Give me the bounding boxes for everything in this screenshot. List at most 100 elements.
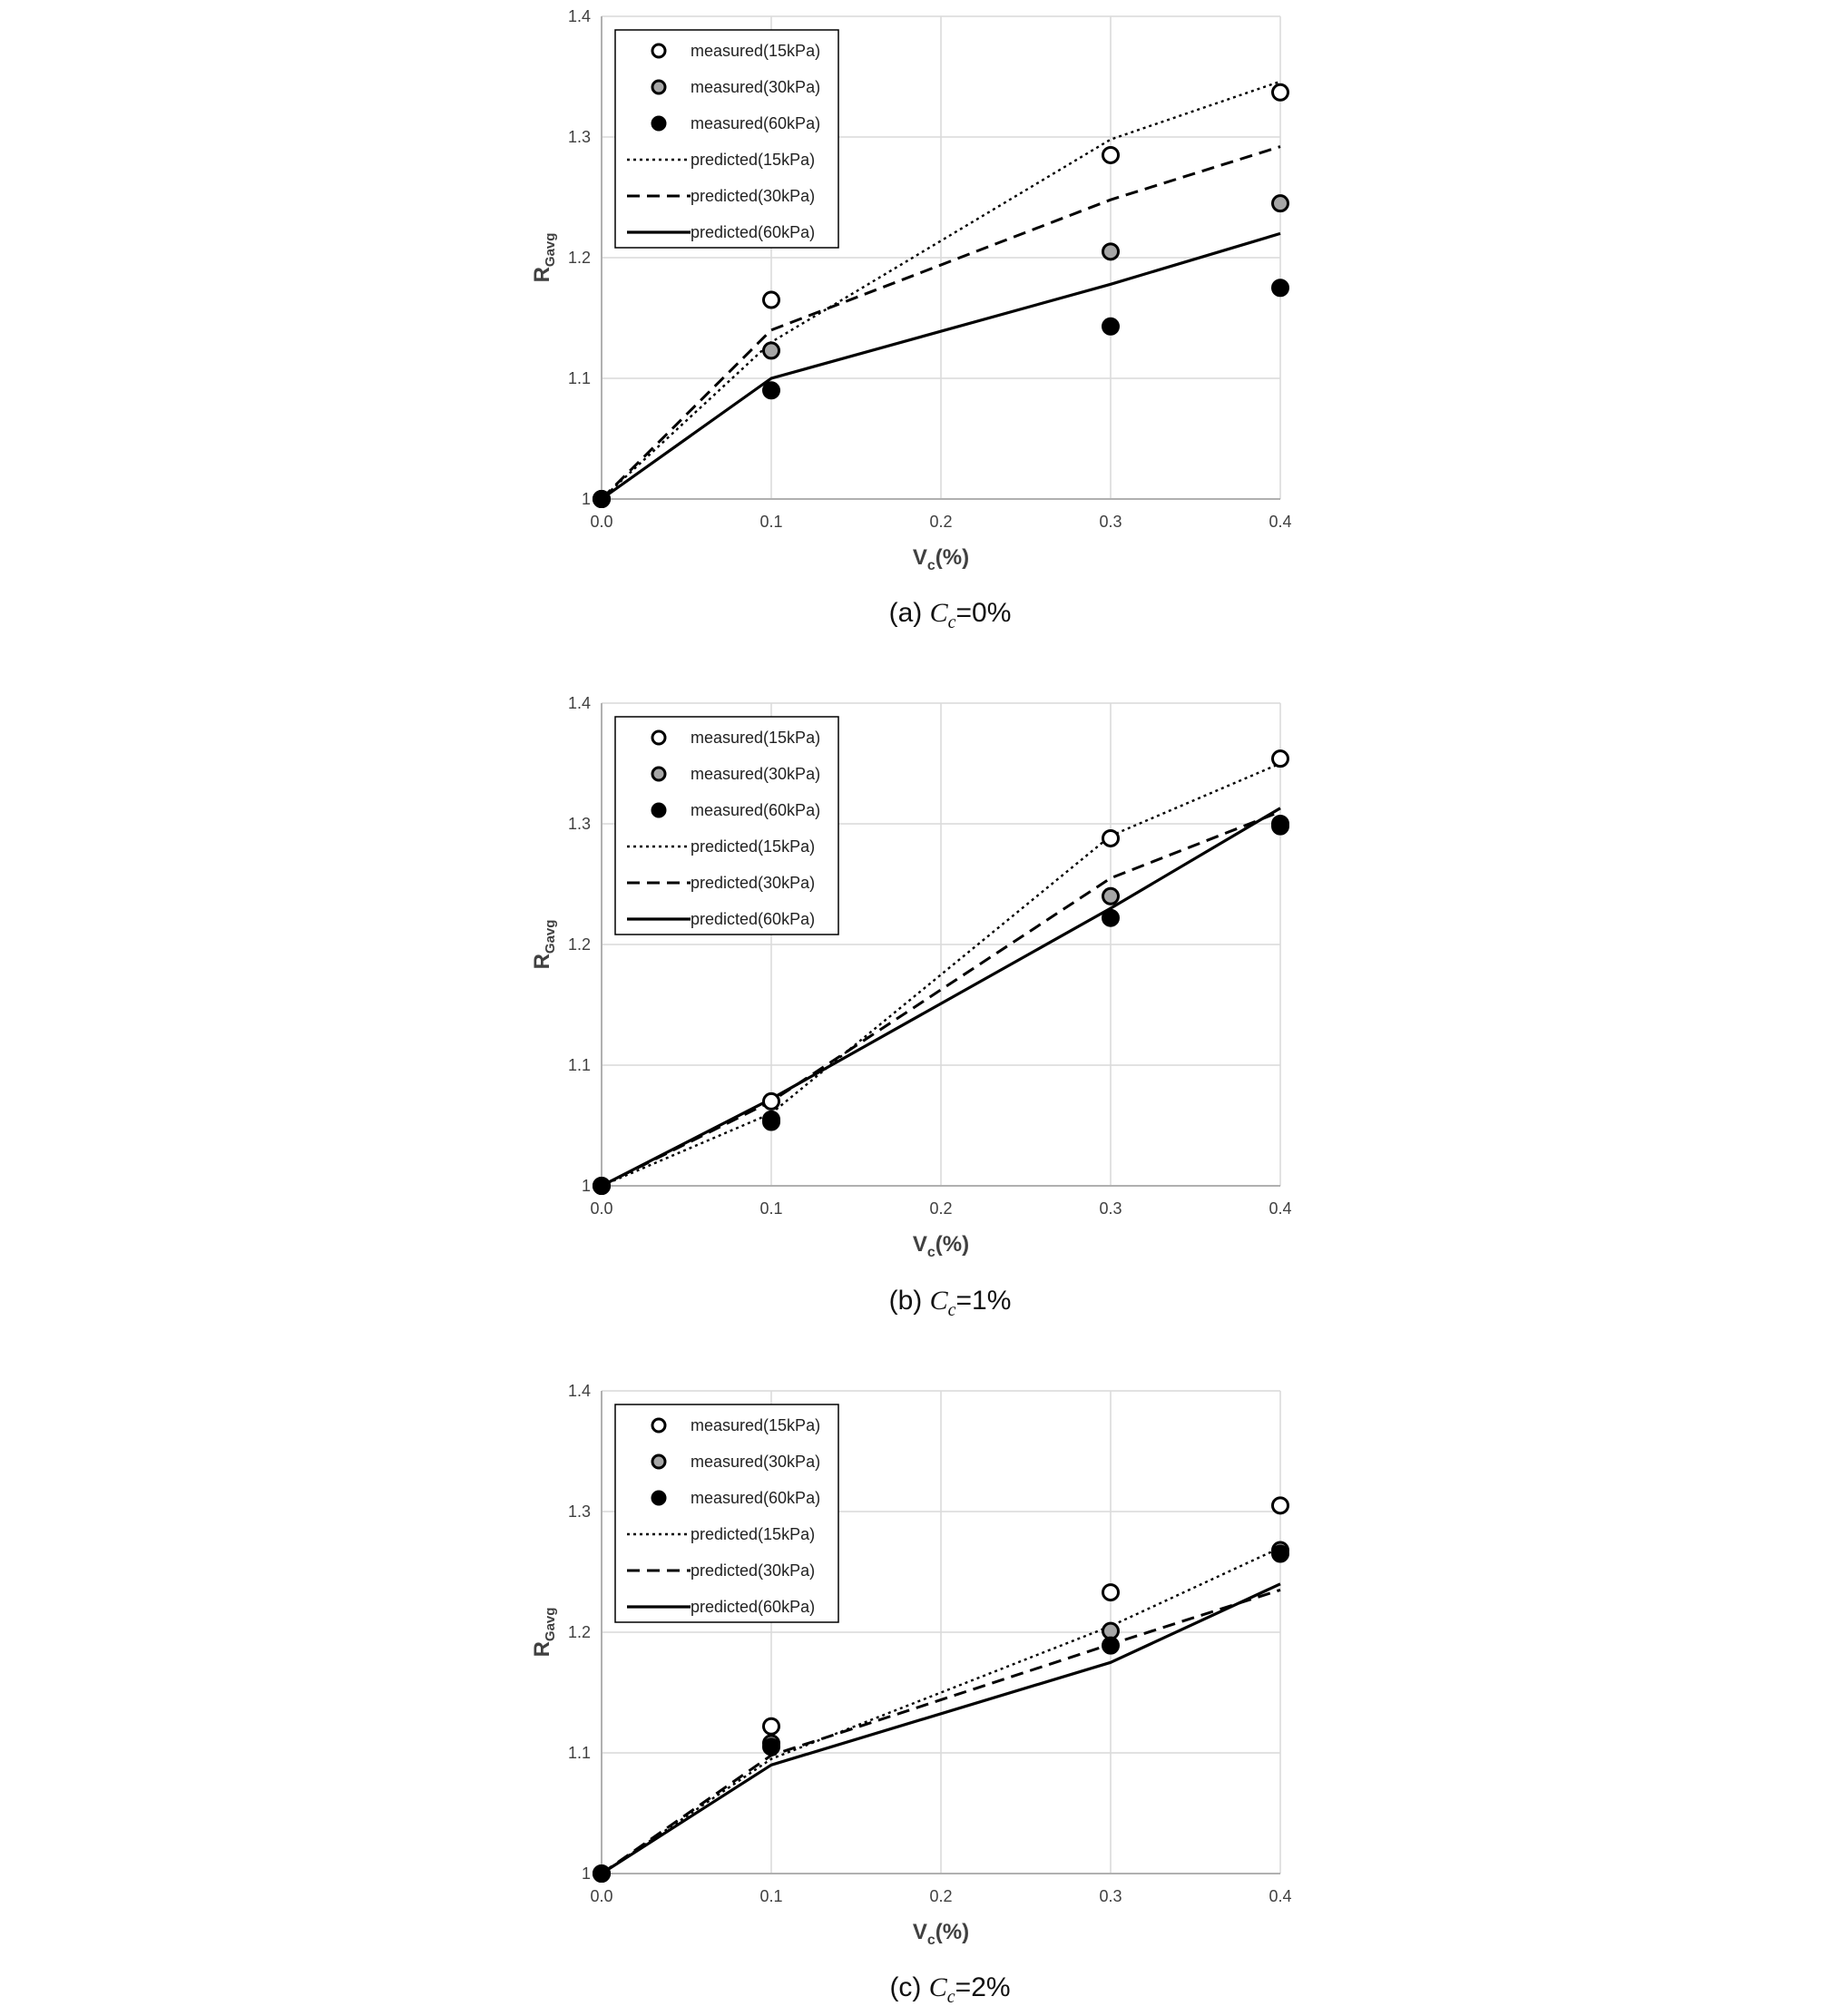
data-point-black — [762, 1737, 780, 1757]
y-axis-label: RGavg — [530, 233, 558, 283]
data-point-open — [1102, 145, 1120, 164]
y-tick-label: 1.1 — [568, 1744, 591, 1762]
y-tick-label: 1 — [582, 1864, 591, 1883]
panel-caption: (a) Cc=0% — [889, 598, 1012, 632]
caption-prefix: (c) — [889, 1972, 928, 2002]
x-tick-label: 0.1 — [759, 513, 782, 531]
x-axis-label-main: V — [913, 545, 927, 570]
panel-caption: (b) Cc=1% — [889, 1286, 1012, 1320]
x-tick-label: 0.0 — [590, 513, 612, 531]
data-point-gray — [1102, 1621, 1120, 1640]
caption-sub: c — [948, 1300, 956, 1320]
x-tick-label: 0.4 — [1269, 1199, 1291, 1218]
legend-label: predicted(15kPa) — [691, 1525, 815, 1543]
y-axis-label-main: R — [530, 1641, 554, 1657]
x-tick-label: 0.3 — [1099, 1199, 1122, 1218]
legend-label: measured(60kPa) — [691, 1489, 820, 1507]
data-point-open — [1102, 1583, 1120, 1602]
series-line-dashed — [601, 810, 1281, 1188]
chart-panel-b: 11.11.21.31.40.0 0.1 0.2 0.3 0.4Vc(%)RGavgme… — [530, 694, 1292, 1320]
y-tick-label: 1.4 — [568, 1382, 591, 1400]
y-tick-label: 1.2 — [568, 935, 591, 954]
x-axis-label-main: V — [913, 1232, 927, 1257]
chart-panel-c: 1 1.1 1.2 1.3 1.4 0.0 0.1 0.2 0.3 0.4 Vc(%) RGavg me… — [530, 1382, 1292, 2007]
data-point-black — [593, 1864, 611, 1883]
caption-sub: c — [947, 1987, 955, 2007]
data-point-gray — [762, 341, 780, 360]
data-point-gray — [1102, 242, 1120, 261]
x-tick-label: 0.1 — [759, 1887, 782, 1905]
data-point-open — [762, 1091, 780, 1111]
data-point-open — [762, 290, 780, 309]
legend-label: predicted(15kPa) — [691, 151, 815, 169]
data-point-black — [1102, 1636, 1120, 1655]
data-point-open — [1102, 828, 1120, 847]
caption-var: C — [930, 598, 949, 628]
legend-marker-gray — [651, 1453, 667, 1470]
y-tick-label: 1 — [582, 1177, 591, 1195]
legend-label: predicted(60kPa) — [691, 1598, 815, 1616]
caption-prefix: (a) — [889, 598, 930, 628]
legend-marker-black — [651, 115, 667, 132]
series-line-dashed — [601, 1588, 1281, 1875]
caption-var: C — [929, 1972, 948, 2002]
y-tick-label: 1.2 — [568, 1623, 591, 1641]
y-axis-label: RGavg — [530, 1608, 558, 1658]
x-tick-label: 0.2 — [929, 513, 952, 531]
x-tick-label: 0.4 — [1269, 513, 1291, 531]
caption-suffix: =1% — [956, 1286, 1012, 1316]
data-point-open — [762, 1717, 780, 1736]
y-tick-label: 1.3 — [568, 1502, 591, 1521]
legend-label: predicted(30kPa) — [691, 874, 815, 892]
series-line-solid — [601, 1582, 1281, 1875]
caption-sub: c — [948, 612, 956, 632]
y-tick-label: 1.1 — [568, 369, 591, 387]
data-point-black — [1102, 317, 1120, 336]
y-tick-label: 1.2 — [568, 249, 591, 267]
x-tick-label: 0.2 — [929, 1887, 952, 1905]
x-tick-label: 0.4 — [1269, 1887, 1291, 1905]
x-axis-label-sub: c — [927, 558, 935, 573]
y-axis-label-main: R — [530, 267, 554, 282]
legend-label: measured(15kPa) — [691, 729, 820, 747]
x-tick-label: 0.3 — [1099, 1887, 1122, 1905]
x-tick-label: 0.1 — [759, 1199, 782, 1218]
x-axis-label: Vc(%) — [913, 1920, 969, 1948]
data-point-gray — [1271, 194, 1289, 213]
legend-label: predicted(30kPa) — [691, 1561, 815, 1580]
panel-caption: (c) Cc=2% — [889, 1972, 1010, 2007]
caption-prefix: (b) — [889, 1286, 930, 1316]
x-axis-label-main: V — [913, 1920, 927, 1944]
y-axis-label-main: R — [530, 954, 554, 969]
legend-label: predicted(60kPa) — [691, 910, 815, 928]
series-line-dotted — [601, 80, 1281, 500]
legend-box — [614, 716, 839, 935]
data-point-open — [1271, 749, 1289, 768]
data-point-open — [1271, 83, 1289, 102]
data-point-gray — [1102, 886, 1120, 905]
legend-label: predicted(15kPa) — [691, 837, 815, 856]
x-tick-label: 0.2 — [929, 1199, 952, 1218]
legend-marker-black — [651, 802, 667, 818]
x-axis-label-sub: c — [927, 1933, 935, 1948]
y-tick-label: 1 — [582, 490, 591, 508]
legend-label: measured(30kPa) — [691, 765, 820, 783]
legend-marker-open — [651, 1417, 667, 1434]
y-axis-label-sub: Gavg — [543, 920, 558, 954]
series-line-dashed — [600, 145, 1281, 501]
x-tick-label: 0.3 — [1099, 513, 1122, 531]
x-tick-label: 0.0 — [590, 1887, 612, 1905]
y-tick-label: 1.3 — [568, 815, 591, 833]
legend-marker-gray — [651, 766, 667, 782]
y-tick-label: 1.4 — [568, 7, 591, 25]
y-axis-label-sub: Gavg — [543, 233, 558, 268]
data-point-black — [593, 1177, 611, 1195]
caption-suffix: =2% — [955, 1972, 1011, 2002]
caption-suffix: =0% — [956, 598, 1012, 628]
data-point-black — [593, 490, 611, 508]
legend-marker-open — [651, 43, 667, 59]
data-point-black — [1271, 279, 1289, 298]
x-axis-label-suffix: (%) — [935, 545, 969, 570]
x-axis-label-sub: c — [927, 1245, 935, 1260]
y-axis-label: RGavg — [530, 920, 558, 970]
